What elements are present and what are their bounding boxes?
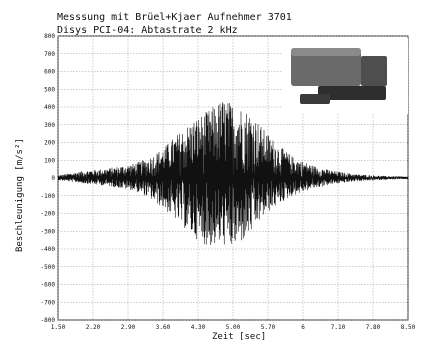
y-tick-label: 500 — [44, 86, 55, 93]
x-tick-label: 1.50 — [51, 324, 66, 331]
sensor-body — [291, 48, 361, 86]
y-tick-label: 200 — [44, 140, 55, 147]
y-tick-label: -700 — [41, 299, 56, 306]
x-tick-label: 7.10 — [331, 324, 346, 331]
chart-title-line-1: Messsung mit Brüel+Kjaer Aufnehmer 3701 — [57, 12, 292, 23]
y-tick-label: -600 — [41, 282, 56, 289]
y-tick-label: -100 — [41, 193, 56, 200]
x-tick-labels: 1.50 2.20 2.90 3.60 4.30 5.00 5.70 6 7.10 7.80 8.5… — [51, 324, 416, 331]
y-tick-label: 0 — [51, 175, 55, 182]
x-tick-label: 8.50 — [401, 324, 416, 331]
sensor-top-highlight — [291, 48, 361, 56]
y-tick-label: -500 — [41, 264, 56, 271]
y-axis-label: Beschleunigung [m/s²] — [15, 138, 25, 252]
sensor-side-block — [361, 56, 387, 86]
x-tick-label: 5.00 — [226, 324, 241, 331]
sensor-base-front — [300, 94, 330, 104]
y-tick-label: -400 — [41, 246, 56, 253]
y-tick-label: -300 — [41, 228, 56, 235]
y-tick-label: 800 — [44, 33, 55, 40]
x-axis-label: Zeit [sec] — [212, 332, 266, 340]
x-tick-label: 6 — [301, 324, 305, 331]
y-tick-label: 700 — [44, 51, 55, 58]
series-signal — [57, 102, 409, 246]
x-tick-label: 5.70 — [261, 324, 276, 331]
sensor-base-plate — [318, 86, 386, 100]
y-tick-label: 400 — [44, 104, 55, 111]
x-tick-label: 3.60 — [156, 324, 171, 331]
accelerometer-sensor-photo — [282, 38, 408, 114]
x-tick-label: 4.30 — [191, 324, 206, 331]
y-tick-label: 100 — [44, 157, 55, 164]
y-tick-label: 600 — [44, 69, 55, 76]
x-tick-label: 2.90 — [121, 324, 136, 331]
x-tick-label: 2.20 — [86, 324, 101, 331]
chart-title-line-2: Disys PCI-04: Abtastrate 2 kHz — [57, 25, 238, 36]
y-tick-label: -200 — [41, 211, 56, 218]
y-tick-label: -800 — [41, 317, 56, 324]
y-tick-label: 300 — [44, 122, 55, 129]
y-tick-labels: 800 700 600 500 400 300 200 100 0 -100 -200 -300 -40… — [41, 33, 56, 324]
x-tick-label: 7.80 — [366, 324, 381, 331]
